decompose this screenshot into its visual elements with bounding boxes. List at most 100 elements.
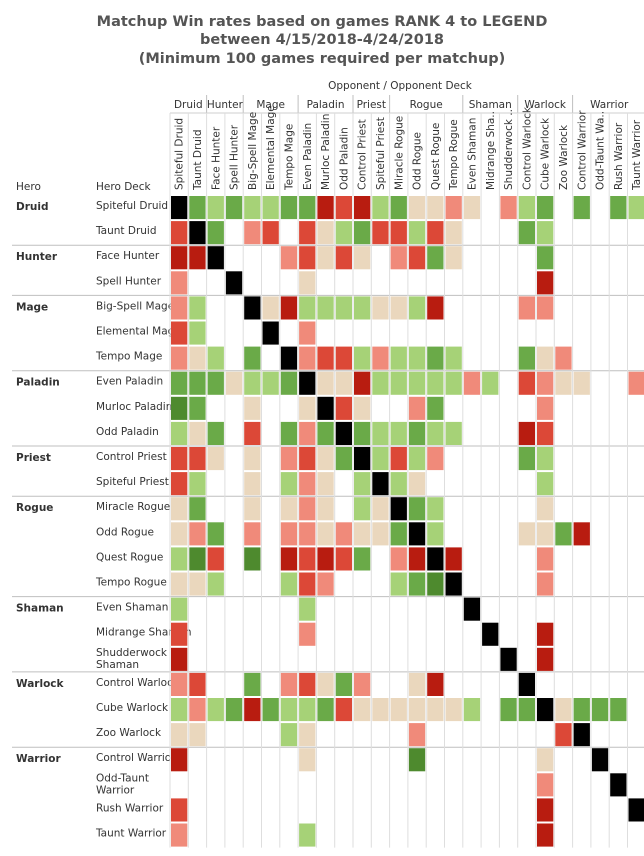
row-label-taunt-warrior: Taunt Warrior: [95, 828, 167, 840]
cell-murloc-paladin-vs-murloc-paladin: [317, 396, 334, 420]
cell-taunt-druid-vs-even-paladin: [299, 221, 316, 245]
column-label-odd-taunt-wa: Odd-Taunt Wa..: [595, 111, 607, 190]
cell-face-hunter-vs-tempo-rogue: [445, 246, 462, 270]
cell-elemental-mage-vs-taunt-druid: [189, 321, 206, 345]
cell-tempo-rogue-vs-odd-rogue: [408, 572, 426, 596]
cell-control-warlock-vs-tempo-mage: [280, 672, 298, 696]
row-class-warrior: Warrior: [16, 753, 61, 765]
cell-even-paladin-vs-control-warrior: [573, 371, 590, 395]
cell-cube-warlock-vs-spiteful-druid: [171, 698, 188, 722]
cell-miracle-rogue-vs-even-paladin: [299, 497, 316, 521]
row-label-taunt-druid: Taunt Druid: [95, 225, 157, 237]
cell-tempo-rogue-vs-taunt-druid: [189, 572, 206, 596]
cell-big-spell-mage-vs-miracle-rogue: [390, 296, 407, 320]
row-class-mage: Mage: [16, 301, 48, 313]
cell-taunt-druid-vs-face-hunter: [207, 221, 224, 245]
cell-elemental-mage-vs-even-paladin: [299, 321, 316, 345]
cell-quest-rogue-vs-taunt-druid: [189, 547, 206, 571]
cell-odd-rogue-vs-big-spell-mage: [244, 522, 261, 546]
cell-taunt-druid-vs-quest-rogue: [427, 221, 444, 245]
cell-midrange-shaman-vs-midrange-sha: [482, 622, 499, 646]
cell-taunt-druid-vs-spiteful-druid: [171, 221, 188, 245]
cell-cube-warlock-vs-odd-rogue: [408, 698, 426, 722]
cell-even-paladin-vs-miracle-rogue: [390, 371, 407, 395]
cell-spiteful-druid-vs-odd-rogue: [408, 196, 426, 220]
cell-cube-warlock-vs-odd-taunt-wa: [591, 698, 609, 722]
column-group-paladin: Paladin: [307, 99, 345, 111]
cell-tempo-rogue-vs-cube-warlock: [537, 572, 554, 596]
cell-taunt-druid-vs-cube-warlock: [537, 221, 554, 245]
column-label-control-warrior: Control Warrior: [576, 110, 588, 190]
cell-odd-rogue-vs-control-warrior: [573, 522, 590, 546]
column-label-taunt-warrior: Taunt Warrior: [631, 119, 643, 191]
cell-spiteful-druid-vs-tempo-rogue: [445, 196, 462, 220]
row-label-odd-taunt-warrior: Odd-Taunt Warrior: [96, 772, 149, 796]
cell-odd-rogue-vs-odd-rogue: [408, 522, 426, 546]
cell-odd-rogue-vs-murloc-paladin: [317, 522, 334, 546]
cell-odd-rogue-vs-control-warlock: [518, 522, 535, 546]
cell-shudderwock-shaman-vs-shudderwock: [500, 647, 517, 671]
cell-spiteful-druid-vs-face-hunter: [207, 196, 224, 220]
cell-spiteful-druid-vs-odd-paladin: [335, 196, 352, 220]
row-label-midrange-shaman: Midrange Shaman: [96, 627, 192, 639]
cell-taunt-druid-vs-taunt-druid: [189, 221, 206, 245]
cell-big-spell-mage-vs-big-spell-mage: [244, 296, 261, 320]
cell-cube-warlock-vs-big-spell-mage: [244, 698, 261, 722]
cell-control-priest-vs-face-hunter: [207, 447, 224, 471]
cell-tempo-mage-vs-control-priest: [354, 346, 371, 370]
cell-even-paladin-vs-odd-paladin: [335, 371, 352, 395]
row-label-odd-rogue: Odd Rogue: [96, 526, 154, 538]
cell-control-warlock-vs-spiteful-druid: [171, 672, 188, 696]
cell-cube-warlock-vs-miracle-rogue: [390, 698, 407, 722]
cell-tempo-mage-vs-odd-rogue: [408, 346, 426, 370]
cell-odd-paladin-vs-control-priest: [354, 421, 371, 445]
cell-control-warlock-vs-big-spell-mage: [244, 672, 261, 696]
cell-quest-rogue-vs-big-spell-mage: [244, 547, 261, 571]
cell-even-paladin-vs-tempo-rogue: [445, 371, 462, 395]
cell-odd-rogue-vs-control-priest: [354, 522, 371, 546]
cell-quest-rogue-vs-odd-paladin: [335, 547, 352, 571]
cell-odd-paladin-vs-tempo-rogue: [445, 421, 462, 445]
cell-shudderwock-shaman-vs-spiteful-druid: [171, 647, 188, 671]
column-label-big-spell-mage: Big-Spell Mage: [247, 112, 259, 190]
cell-spiteful-druid-vs-elemental-mage: [262, 196, 279, 220]
cell-control-warlock-vs-even-paladin: [299, 672, 316, 696]
cell-quest-rogue-vs-cube-warlock: [537, 547, 554, 571]
cell-murloc-paladin-vs-quest-rogue: [427, 396, 444, 420]
column-group-shaman: Shaman: [469, 99, 512, 111]
cell-control-warlock-vs-murloc-paladin: [317, 672, 334, 696]
cell-taunt-druid-vs-odd-rogue: [408, 221, 426, 245]
cell-control-priest-vs-miracle-rogue: [390, 447, 407, 471]
cell-miracle-rogue-vs-odd-rogue: [408, 497, 426, 521]
cell-control-warlock-vs-control-warlock: [518, 672, 535, 696]
cell-midrange-shaman-vs-spiteful-druid: [171, 622, 188, 646]
row-class-warlock: Warlock: [16, 678, 65, 690]
cell-cube-warlock-vs-control-warlock: [518, 698, 535, 722]
cell-tempo-mage-vs-spiteful-druid: [171, 346, 188, 370]
cell-taunt-druid-vs-spiteful-priest: [372, 221, 389, 245]
cell-miracle-rogue-vs-murloc-paladin: [317, 497, 334, 521]
cell-taunt-warrior-vs-spiteful-druid: [171, 823, 188, 847]
cell-murloc-paladin-vs-big-spell-mage: [244, 396, 261, 420]
row-label-shudderwock-shaman: Shudderwock Shaman: [96, 647, 168, 671]
cell-cube-warlock-vs-even-paladin: [299, 698, 316, 722]
cell-spiteful-priest-vs-tempo-mage: [280, 472, 298, 496]
cell-tempo-mage-vs-big-spell-mage: [244, 346, 261, 370]
cell-control-warrior-vs-even-paladin: [299, 748, 316, 772]
cell-big-spell-mage-vs-elemental-mage: [262, 296, 279, 320]
cell-odd-rogue-vs-face-hunter: [207, 522, 224, 546]
cell-spiteful-druid-vs-even-shaman: [463, 196, 481, 220]
row-label-tempo-rogue: Tempo Rogue: [95, 577, 167, 589]
cell-control-priest-vs-spiteful-priest: [372, 447, 389, 471]
row-class-druid: Druid: [16, 201, 48, 213]
cell-spiteful-priest-vs-big-spell-mage: [244, 472, 261, 496]
row-label-rush-warrior: Rush Warrior: [96, 802, 164, 814]
row-label-murloc-paladin: Murloc Paladin: [96, 401, 172, 413]
cell-murloc-paladin-vs-spiteful-druid: [171, 396, 188, 420]
column-group-hunter: Hunter: [207, 99, 244, 111]
cell-taunt-warrior-vs-cube-warlock: [537, 823, 554, 847]
cell-spiteful-druid-vs-tempo-mage: [280, 196, 298, 220]
cell-spell-hunter-vs-cube-warlock: [537, 271, 554, 295]
cell-odd-paladin-vs-tempo-mage: [280, 421, 298, 445]
cell-taunt-druid-vs-odd-paladin: [335, 221, 352, 245]
